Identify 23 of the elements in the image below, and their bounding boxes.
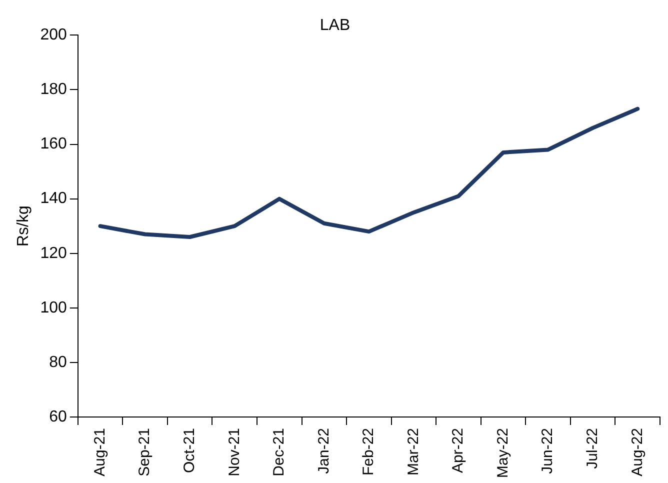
y-tick-label: 200 xyxy=(40,26,67,44)
x-tick-label: Apr-22 xyxy=(450,428,467,474)
x-tick-label: Mar-22 xyxy=(404,428,422,476)
x-tick-label: Aug-21 xyxy=(91,428,108,476)
x-tick-label: Dec-21 xyxy=(270,428,288,476)
x-tick-label: May-22 xyxy=(494,428,512,478)
y-tick-label: 100 xyxy=(40,299,67,316)
x-tick-label: Sep-21 xyxy=(136,428,154,476)
x-tick-label: Jul-22 xyxy=(584,428,601,469)
y-axis-title: Rs/kg xyxy=(15,206,32,247)
x-tick-label: Oct-21 xyxy=(180,428,198,473)
chart-title: LAB xyxy=(320,17,350,34)
y-tick-label: 180 xyxy=(40,81,67,98)
y-tick-label: 60 xyxy=(49,408,67,426)
x-tick-label: Aug-22 xyxy=(628,428,646,476)
x-tick-label: Jan-22 xyxy=(315,428,332,474)
y-tick-label: 80 xyxy=(49,354,67,371)
y-tick-label: 120 xyxy=(40,244,67,262)
x-tick-label: Feb-22 xyxy=(360,428,378,476)
y-tick-label: 160 xyxy=(40,136,67,153)
x-tick-label: Jun-22 xyxy=(539,428,556,474)
y-tick-label: 140 xyxy=(40,190,67,208)
x-tick-label: Nov-21 xyxy=(226,428,243,476)
